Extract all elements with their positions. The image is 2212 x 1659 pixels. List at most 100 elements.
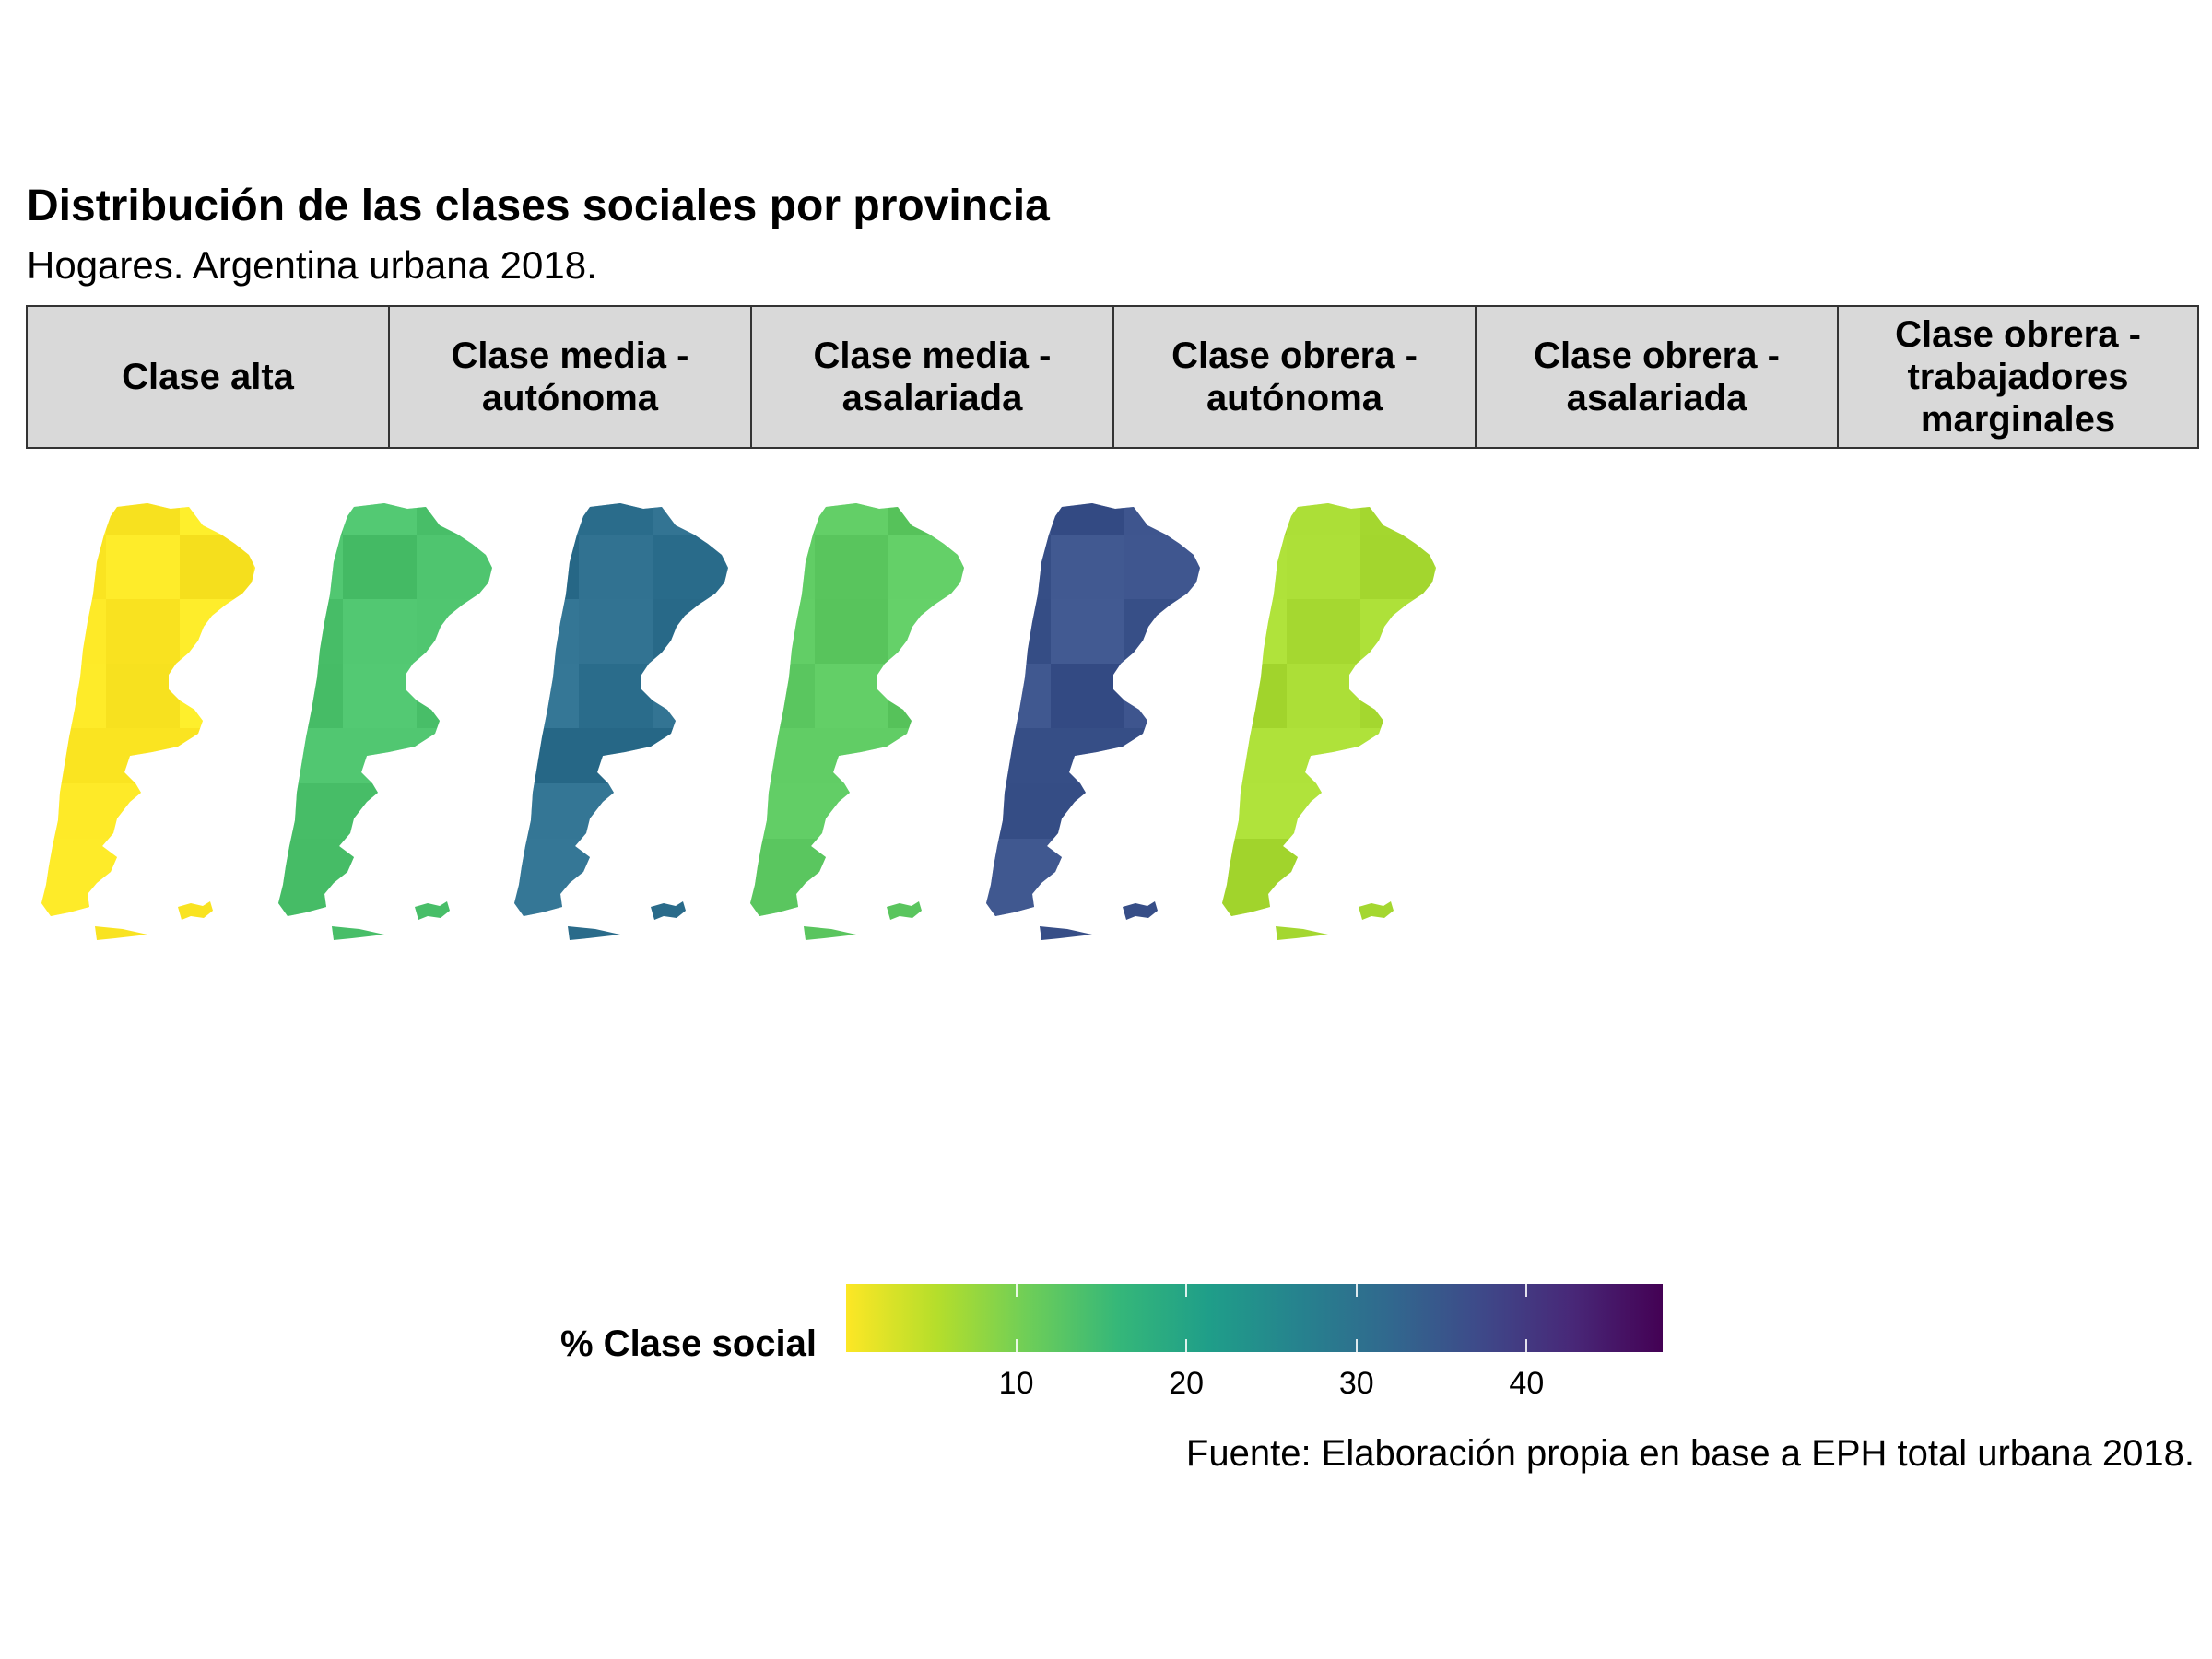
province-region — [106, 599, 180, 664]
province-region — [41, 599, 106, 664]
province-region — [180, 664, 253, 728]
malvinas-islands — [415, 901, 450, 920]
province-region — [343, 503, 417, 535]
map-panel-2 — [278, 503, 492, 940]
province-region — [1287, 599, 1360, 664]
legend-tick-label: 30 — [1338, 1366, 1374, 1401]
legend-tick-mark — [1355, 1284, 1358, 1297]
map-panel-3 — [514, 503, 728, 940]
province-region — [343, 599, 417, 664]
province-regions — [41, 503, 255, 916]
legend-tick-mark — [1525, 1284, 1528, 1297]
province-region — [750, 839, 964, 916]
tierra-del-fuego — [1276, 926, 1328, 940]
province-region — [986, 599, 1051, 664]
province-region — [41, 535, 106, 599]
province-region — [514, 728, 728, 783]
province-region — [180, 503, 253, 535]
province-region — [579, 664, 653, 728]
province-region — [579, 503, 653, 535]
province-region — [750, 503, 815, 535]
facet-label: Clase obrera - asalariada — [1534, 335, 1780, 418]
province-region — [1124, 503, 1198, 535]
malvinas-islands — [178, 901, 213, 920]
province-region — [750, 783, 964, 839]
province-region — [815, 599, 888, 664]
province-region — [106, 664, 180, 728]
province-region — [750, 664, 815, 728]
province-region — [514, 664, 579, 728]
chart-title: Distribución de las clases sociales por … — [27, 182, 1050, 230]
province-region — [278, 599, 343, 664]
chart-caption: Fuente: Elaboración propia en base a EPH… — [1185, 1433, 2194, 1474]
facet-strip-4: Clase obrera - autónoma — [1112, 305, 1477, 449]
map-panels — [41, 503, 1436, 940]
legend-tick-label: 20 — [1169, 1366, 1205, 1401]
province-region — [1222, 728, 1436, 783]
province-region — [579, 535, 653, 599]
legend-tick-mark — [1525, 1339, 1528, 1352]
tierra-del-fuego — [332, 926, 384, 940]
malvinas-islands — [1359, 901, 1394, 920]
province-region — [1360, 599, 1434, 664]
province-regions — [278, 503, 492, 916]
tierra-del-fuego — [1040, 926, 1092, 940]
chart-subtitle: Hogares. Argentina urbana 2018. — [27, 243, 597, 287]
province-region — [986, 535, 1051, 599]
province-regions — [514, 503, 728, 916]
malvinas-islands — [651, 901, 686, 920]
province-region — [1051, 599, 1124, 664]
province-region — [278, 503, 343, 535]
legend-colorbar — [846, 1284, 1663, 1352]
province-region — [986, 503, 1051, 535]
province-region — [514, 599, 579, 664]
province-region — [278, 664, 343, 728]
facet-label: Clase obrera - autónoma — [1171, 335, 1418, 418]
province-region — [1360, 503, 1434, 535]
province-region — [1051, 503, 1124, 535]
legend-tick-label: 10 — [998, 1366, 1034, 1401]
facet-label: Clase media - asalariada — [813, 335, 1052, 418]
province-region — [41, 503, 106, 535]
province-region — [278, 535, 343, 599]
province-region — [1222, 535, 1287, 599]
province-region — [815, 535, 888, 599]
map-panel-1 — [41, 503, 255, 940]
province-region — [41, 728, 255, 783]
province-region — [888, 664, 962, 728]
province-region — [1051, 535, 1124, 599]
province-region — [1222, 664, 1287, 728]
province-region — [888, 503, 962, 535]
tierra-del-fuego — [95, 926, 147, 940]
province-region — [417, 535, 490, 599]
tierra-del-fuego — [804, 926, 856, 940]
legend-tick-label: 40 — [1509, 1366, 1545, 1401]
province-region — [579, 599, 653, 664]
facet-strip-3: Clase media - asalariada — [750, 305, 1114, 449]
province-region — [1222, 599, 1287, 664]
province-region — [986, 728, 1200, 783]
legend-tick-mark — [1015, 1339, 1018, 1352]
province-region — [180, 599, 253, 664]
province-region — [653, 503, 726, 535]
facet-strip-2: Clase media - autónoma — [388, 305, 752, 449]
legend-tick-mark — [1355, 1339, 1358, 1352]
facet-strip-1: Clase alta — [26, 305, 390, 449]
legend-tick-mark — [1185, 1339, 1188, 1352]
province-regions — [1222, 503, 1436, 916]
province-region — [417, 599, 490, 664]
map-panel-6 — [1222, 503, 1436, 940]
province-region — [1287, 664, 1360, 728]
malvinas-islands — [887, 901, 922, 920]
map-panel-4 — [750, 503, 964, 940]
facet-label: Clase obrera - trabajadores marginales — [1895, 314, 2141, 440]
province-region — [278, 783, 492, 839]
province-region — [417, 503, 490, 535]
province-region — [888, 535, 962, 599]
province-region — [750, 599, 815, 664]
province-region — [1124, 535, 1198, 599]
province-region — [343, 535, 417, 599]
province-region — [1360, 664, 1434, 728]
province-region — [1124, 664, 1198, 728]
malvinas-islands — [1123, 901, 1158, 920]
